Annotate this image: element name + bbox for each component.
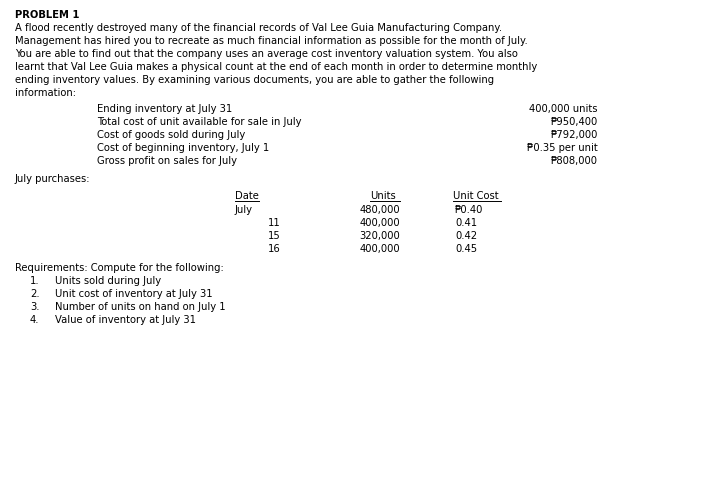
Text: PROBLEM 1: PROBLEM 1 bbox=[15, 10, 80, 20]
Text: ₱950,400: ₱950,400 bbox=[551, 117, 598, 127]
Text: Units: Units bbox=[370, 191, 396, 201]
Text: Value of inventory at July 31: Value of inventory at July 31 bbox=[55, 315, 196, 325]
Text: Gross profit on sales for July: Gross profit on sales for July bbox=[97, 156, 237, 166]
Text: 400,000: 400,000 bbox=[360, 218, 400, 228]
Text: July: July bbox=[235, 205, 253, 215]
Text: 15: 15 bbox=[268, 231, 281, 241]
Text: 0.45: 0.45 bbox=[455, 244, 477, 254]
Text: ₱0.40: ₱0.40 bbox=[455, 205, 484, 215]
Text: Ending inventory at July 31: Ending inventory at July 31 bbox=[97, 104, 232, 114]
Text: ₱0.35 per unit: ₱0.35 per unit bbox=[527, 143, 598, 153]
Text: ending inventory values. By examining various documents, you are able to gather : ending inventory values. By examining va… bbox=[15, 75, 494, 85]
Text: Unit cost of inventory at July 31: Unit cost of inventory at July 31 bbox=[55, 289, 212, 299]
Text: 400,000 units: 400,000 units bbox=[529, 104, 598, 114]
Text: Number of units on hand on July 1: Number of units on hand on July 1 bbox=[55, 302, 225, 312]
Text: 4.: 4. bbox=[30, 315, 39, 325]
Text: 0.42: 0.42 bbox=[455, 231, 477, 241]
Text: 11: 11 bbox=[268, 218, 281, 228]
Text: 320,000: 320,000 bbox=[360, 231, 400, 241]
Text: Date: Date bbox=[235, 191, 259, 201]
Text: July purchases:: July purchases: bbox=[15, 174, 91, 184]
Text: Cost of beginning inventory, July 1: Cost of beginning inventory, July 1 bbox=[97, 143, 269, 153]
Text: 2.: 2. bbox=[30, 289, 40, 299]
Text: 400,000: 400,000 bbox=[360, 244, 400, 254]
Text: 3.: 3. bbox=[30, 302, 39, 312]
Text: learnt that Val Lee Guia makes a physical count at the end of each month in orde: learnt that Val Lee Guia makes a physica… bbox=[15, 62, 537, 72]
Text: 1.: 1. bbox=[30, 276, 40, 286]
Text: 0.41: 0.41 bbox=[455, 218, 477, 228]
Text: Requirements: Compute for the following:: Requirements: Compute for the following: bbox=[15, 263, 224, 273]
Text: information:: information: bbox=[15, 88, 76, 98]
Text: A flood recently destroyed many of the financial records of Val Lee Guia Manufac: A flood recently destroyed many of the f… bbox=[15, 23, 502, 33]
Text: Units sold during July: Units sold during July bbox=[55, 276, 161, 286]
Text: Management has hired you to recreate as much financial information as possible f: Management has hired you to recreate as … bbox=[15, 36, 528, 46]
Text: ₱808,000: ₱808,000 bbox=[551, 156, 598, 166]
Text: 16: 16 bbox=[268, 244, 281, 254]
Text: 480,000: 480,000 bbox=[360, 205, 400, 215]
Text: Unit Cost: Unit Cost bbox=[453, 191, 499, 201]
Text: Cost of goods sold during July: Cost of goods sold during July bbox=[97, 130, 245, 140]
Text: ₱792,000: ₱792,000 bbox=[550, 130, 598, 140]
Text: Total cost of unit available for sale in July: Total cost of unit available for sale in… bbox=[97, 117, 302, 127]
Text: You are able to find out that the company uses an average cost inventory valuati: You are able to find out that the compan… bbox=[15, 49, 518, 59]
